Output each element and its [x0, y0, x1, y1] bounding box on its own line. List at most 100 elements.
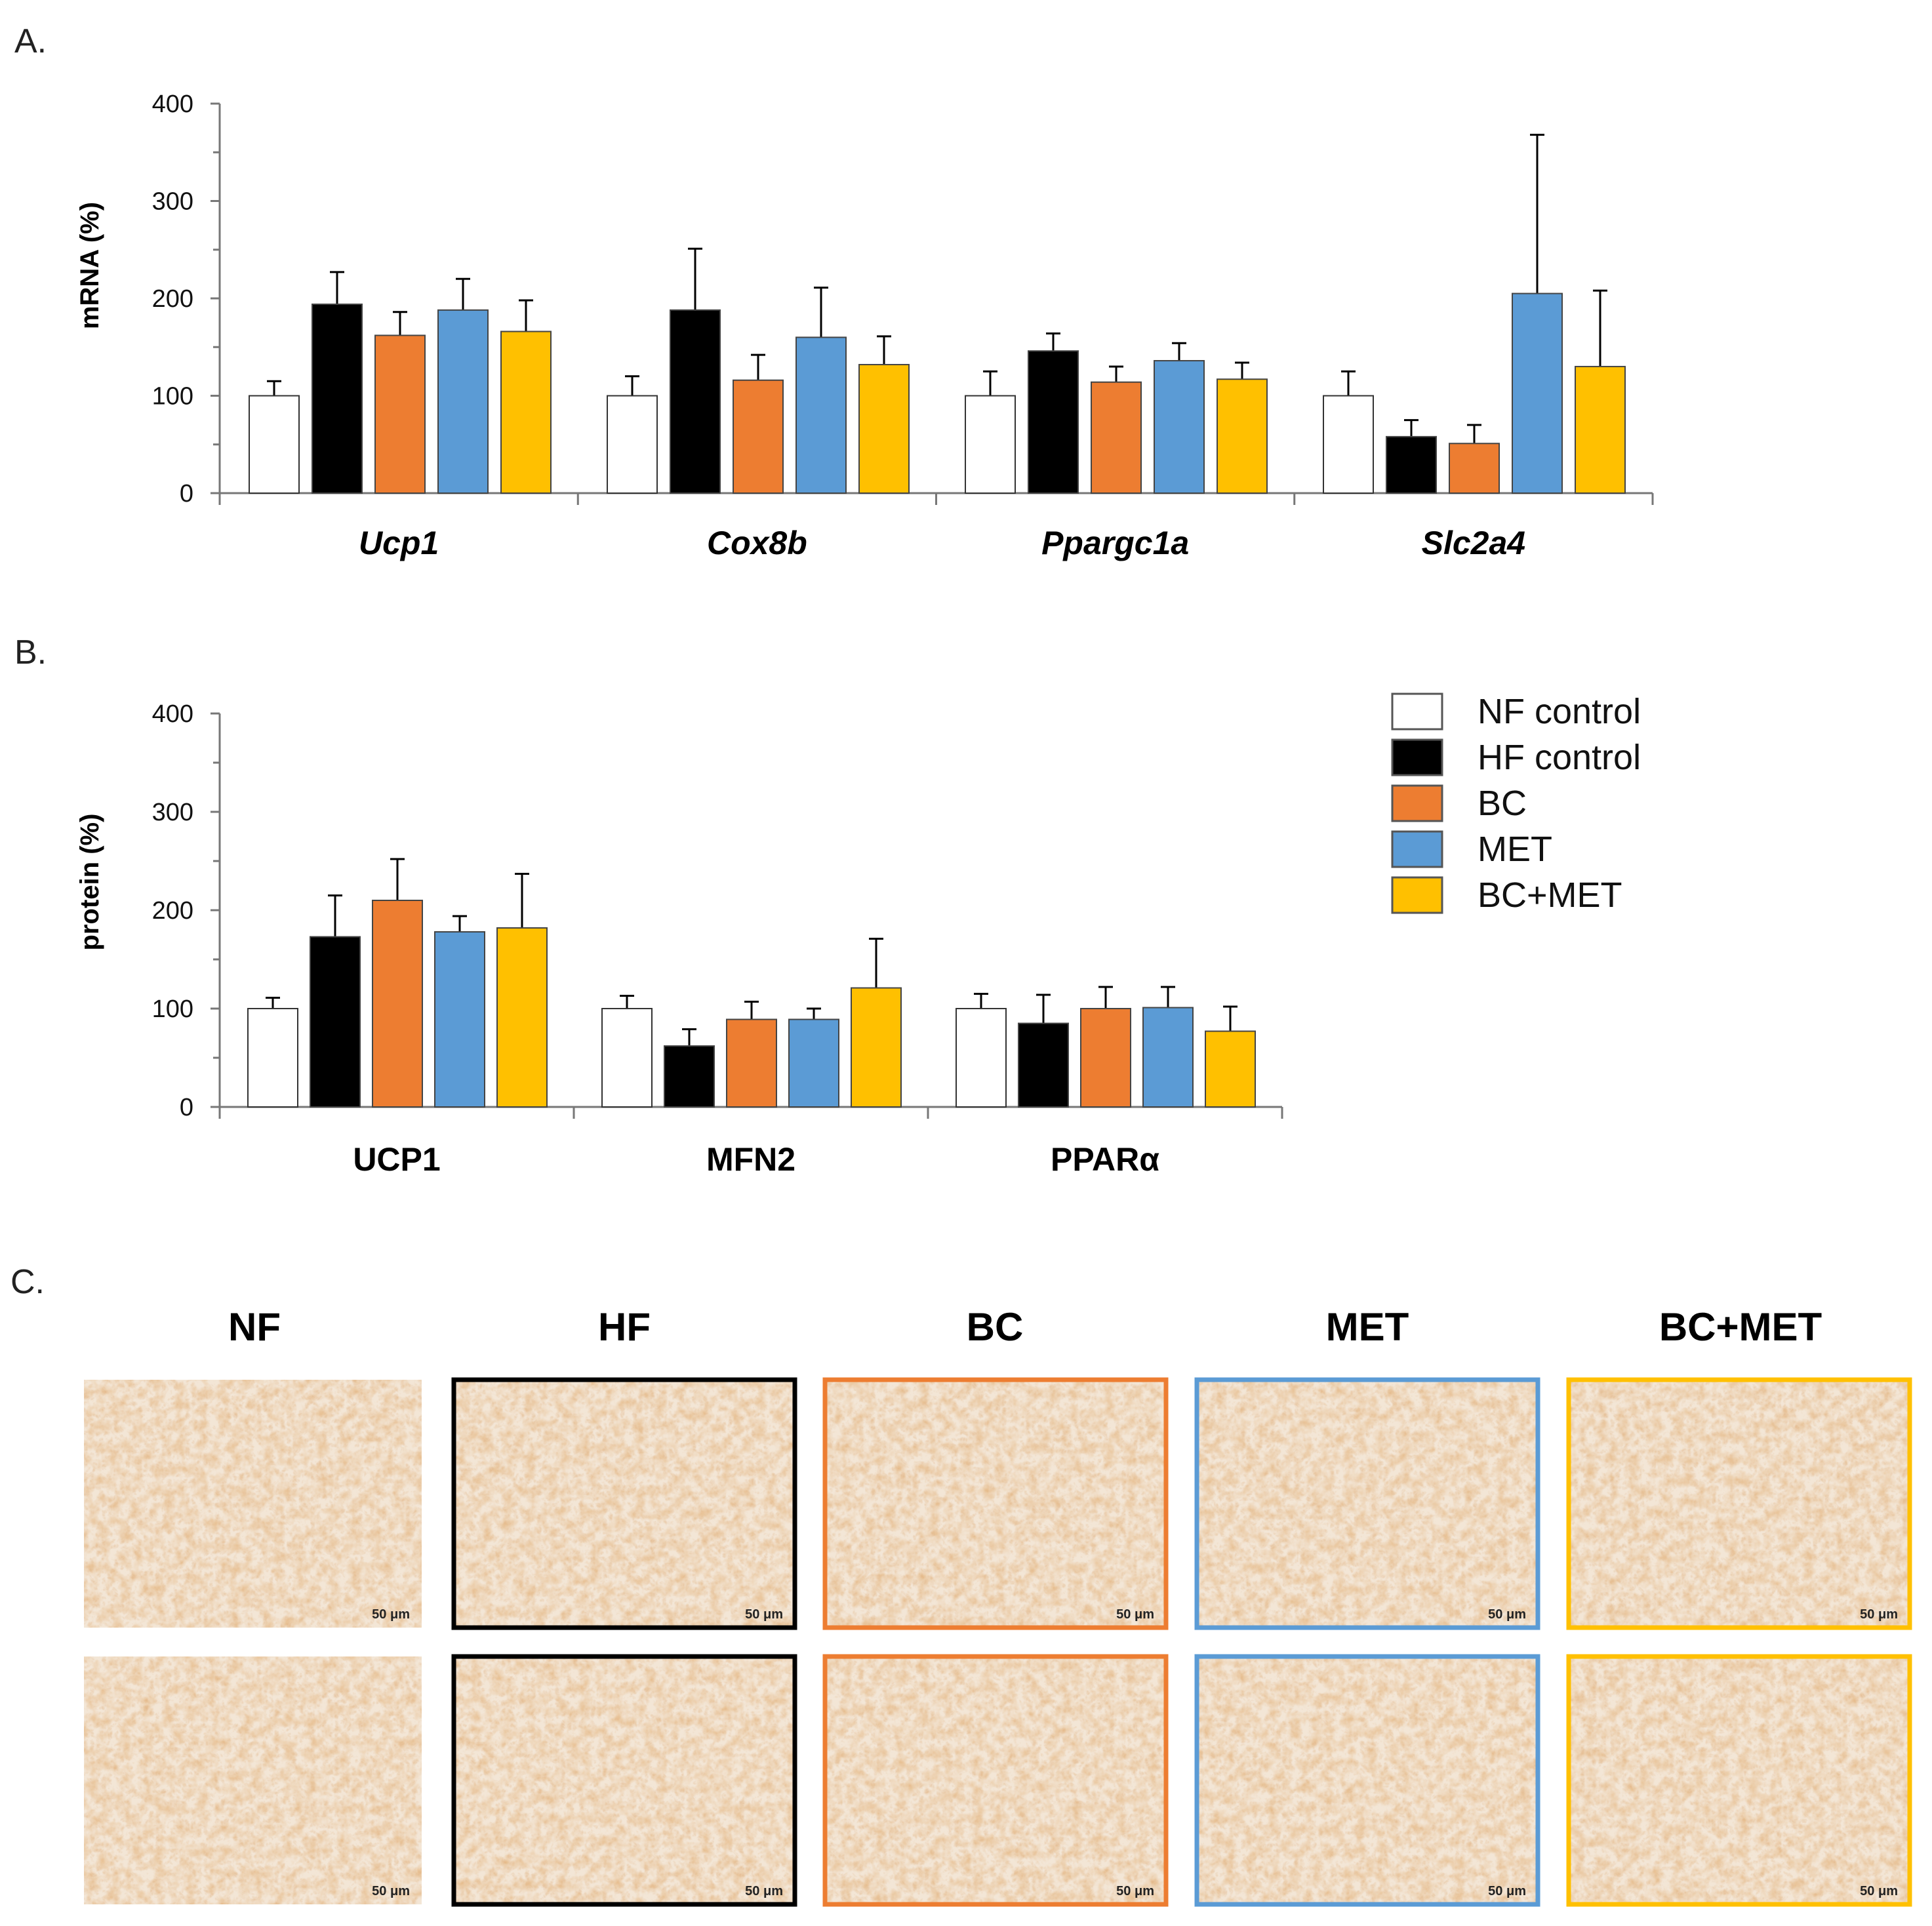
scale-bar-label: 50 μm [372, 1607, 410, 1622]
scale-bar-label: 50 μm [1860, 1607, 1898, 1622]
histology-tile-cells [825, 1380, 1166, 1628]
x-category-label: Ucp1 [359, 525, 439, 561]
bar-bc-met-mfn2 [851, 987, 902, 1108]
x-category-label: Ppargc1a [1041, 525, 1189, 561]
histology-tile-border [451, 1377, 797, 1630]
bar-bc-ucp1 [374, 334, 426, 494]
scale-bar-label: 50 μm [1488, 1884, 1526, 1898]
histology-column-title: BC [967, 1305, 1024, 1349]
bar-met-ppargc1a [1154, 360, 1205, 494]
bar-met-pparα [1142, 1007, 1194, 1108]
x-category-label: Slc2a4 [1422, 525, 1525, 561]
scale-bar-label: 50 μm [372, 1884, 410, 1898]
legend-label: HF control [1478, 738, 1641, 777]
bar-nf-control-cox8b [607, 395, 658, 494]
legend-swatch [1391, 784, 1443, 822]
bar-bc-ucp1 [372, 900, 423, 1108]
histology-tile-cells [1569, 1380, 1910, 1628]
bar-bc-met-slc2a4 [1575, 365, 1626, 494]
histology-grid: NF 50 μm 50 μm HF 50 μm 50 μm BC 50 μm 50 μm MET 5… [84, 1305, 1912, 1907]
bar-nf-control-ucp1 [247, 1008, 298, 1108]
histology-column-title: HF [598, 1305, 651, 1349]
histology-tile-border [1194, 1377, 1540, 1630]
y-tick-label: 400 [152, 90, 193, 118]
legend-label: MET [1478, 830, 1552, 869]
scale-bar-label: 50 μm [1860, 1884, 1898, 1898]
histology-tile-cells [84, 1656, 422, 1904]
legend-swatch [1391, 876, 1443, 914]
histology-column-title: MET [1326, 1305, 1409, 1349]
y-tick-label: 300 [152, 799, 193, 826]
bar-hf-control-cox8b [670, 309, 721, 494]
x-category-label: Cox8b [707, 525, 807, 561]
scale-bar-label: 50 μm [1488, 1607, 1526, 1622]
panel-label-a: A. [14, 22, 47, 60]
legend-label: BC [1478, 784, 1527, 823]
histology-tile-cells [84, 1380, 422, 1628]
histology-tile-cells [454, 1656, 795, 1904]
bar-hf-control-pparα [1018, 1022, 1069, 1108]
bar-hf-control-ucp1 [312, 303, 363, 494]
bar-bc-met-pparα [1205, 1030, 1256, 1108]
bar-met-slc2a4 [1512, 292, 1563, 494]
histology-tile-border [451, 1654, 797, 1907]
bar-met-mfn2 [788, 1018, 839, 1108]
bar-bc-met-ucp1 [500, 331, 552, 494]
legend-label: BC+MET [1478, 875, 1622, 915]
bar-bc-met-ucp1 [496, 927, 548, 1108]
histology-tile-border [1566, 1377, 1912, 1630]
histology-tile-border [822, 1377, 1169, 1630]
histology-tile-cells [1197, 1656, 1538, 1904]
bar-nf-control-mfn2 [601, 1008, 653, 1108]
legend-swatch [1391, 692, 1443, 731]
y-tick-label: 100 [152, 383, 193, 411]
bar-met-ucp1 [434, 931, 485, 1108]
histology-tile-border [1566, 1654, 1912, 1907]
histology-tile-cells [1569, 1656, 1910, 1904]
histology-tile-border [1194, 1654, 1540, 1907]
bar-hf-control-ucp1 [310, 936, 361, 1108]
bar-bc-ppargc1a [1091, 381, 1142, 494]
x-category-label: UCP1 [353, 1141, 440, 1178]
legend-label: NF control [1478, 692, 1641, 731]
bar-hf-control-mfn2 [664, 1045, 715, 1108]
bar-nf-control-ucp1 [249, 395, 300, 494]
y-tick-label: 100 [152, 995, 193, 1023]
chart-a-mrna: mRNA (%) 0 100 200 300 400 Ucp1 Cox8b Ppargc1a Sl… [75, 90, 1654, 561]
scale-bar-label: 50 μm [745, 1607, 783, 1622]
bar-nf-control-ppargc1a [965, 395, 1016, 494]
bar-bc-cox8b [733, 379, 784, 494]
legend: NF control HF control BC MET BC+MET [1391, 692, 1641, 915]
x-category-label: MFN2 [706, 1141, 795, 1178]
x-category-label: PPARα [1051, 1141, 1159, 1178]
legend-swatch [1391, 830, 1443, 868]
y-tick-label: 200 [152, 897, 193, 925]
chart-b-protein: protein (%) 0 100 200 300 400 UCP1 MFN2 PPARα [75, 700, 1283, 1178]
panel-label-b: B. [14, 633, 47, 672]
y-tick-label: 400 [152, 700, 193, 728]
y-axis-title: mRNA (%) [75, 202, 104, 329]
histology-tile-cells [1197, 1380, 1538, 1628]
scale-bar-label: 50 μm [745, 1884, 783, 1898]
histology-tile-cells [825, 1656, 1166, 1904]
histology-tile-border [822, 1654, 1169, 1907]
bar-bc-met-cox8b [858, 363, 910, 494]
bar-bc-slc2a4 [1449, 443, 1500, 494]
y-axis-title: protein (%) [75, 814, 104, 951]
bar-hf-control-slc2a4 [1386, 435, 1437, 494]
bar-nf-control-slc2a4 [1323, 395, 1374, 494]
y-tick-label: 0 [180, 1094, 193, 1121]
bar-bc-mfn2 [726, 1018, 777, 1108]
y-tick-label: 0 [180, 480, 193, 508]
bar-bc-met-ppargc1a [1217, 378, 1268, 494]
bar-nf-control-pparα [956, 1008, 1007, 1108]
legend-swatch [1391, 738, 1443, 776]
y-tick-label: 200 [152, 285, 193, 313]
panel-label-c: C. [10, 1263, 45, 1301]
histology-column-title: NF [228, 1305, 281, 1349]
bar-bc-pparα [1080, 1008, 1131, 1108]
scale-bar-label: 50 μm [1116, 1607, 1154, 1622]
scale-bar-label: 50 μm [1116, 1884, 1154, 1898]
histology-column-title: BC+MET [1659, 1305, 1822, 1349]
